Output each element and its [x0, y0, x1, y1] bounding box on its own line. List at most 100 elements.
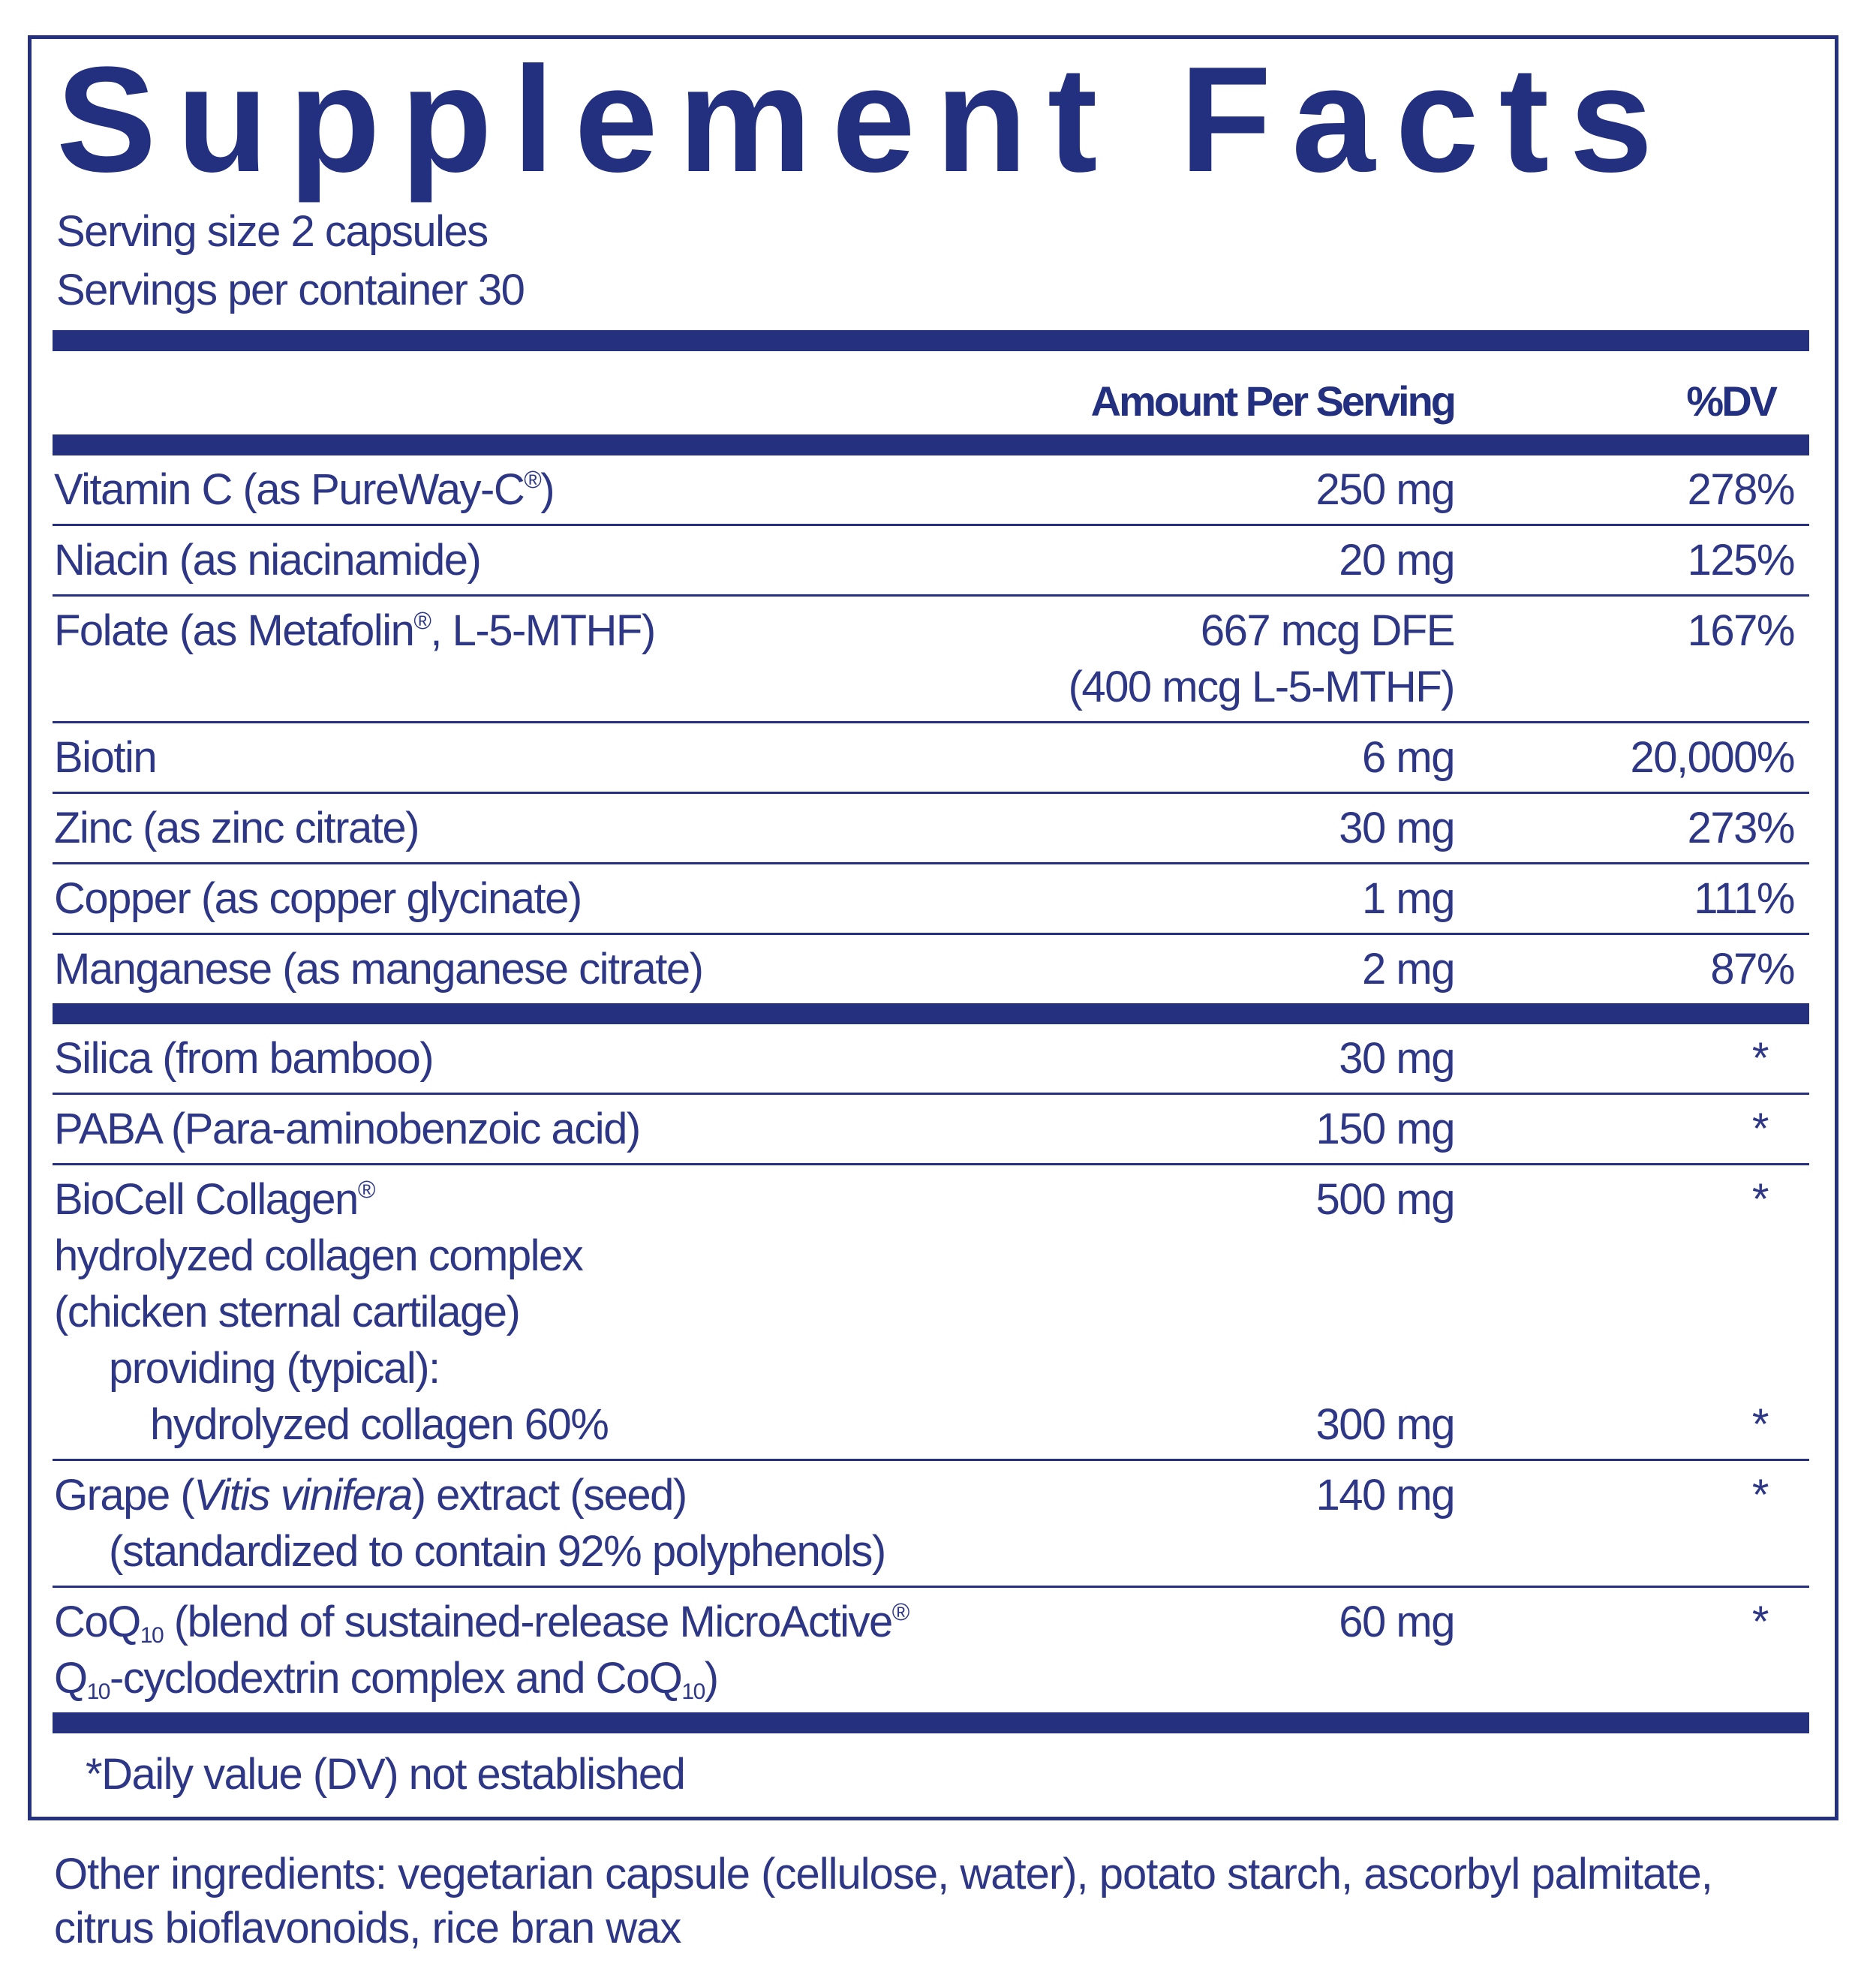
amount-per-serving: (400 mcg L-5-MTHF): [1068, 663, 1456, 711]
table-row: CoQ10 (blend of sustained-release MicroA…: [53, 1588, 1809, 1712]
nutrient-group-vitamins-minerals: Vitamin C (as PureWay-C®) 250 mg 278% Niaci…: [53, 455, 1809, 1003]
serving-size: Serving size 2 capsules: [56, 207, 489, 256]
ingredient-name: Vitamin C (as PureWay-C®): [54, 461, 555, 518]
name-segment: ) extract (seed): [411, 1471, 688, 1520]
ingredient-name: (standardized to contain 92% polyphenols…: [109, 1523, 886, 1580]
ingredient-name: Q10-cyclodextrin complex and CoQ10): [54, 1650, 719, 1706]
row-line: PABA (Para-aminobenzoic acid) 150 mg *: [53, 1101, 1809, 1157]
name-segment: Q: [54, 1654, 88, 1703]
name-segment: , L-5-MTHF): [430, 606, 656, 655]
panel-title: Supplement Facts: [56, 36, 1673, 203]
table-row: BioCell Collagen® 500 mg * hydrolyzed colla…: [53, 1165, 1809, 1461]
ingredient-name: Niacin (as niacinamide): [54, 532, 482, 588]
table-row: Vitamin C (as PureWay-C®) 250 mg 278%: [53, 455, 1809, 526]
name-segment: Zinc (as zinc citrate): [54, 804, 419, 852]
ingredient-name: PABA (Para-aminobenzoic acid): [54, 1101, 641, 1157]
row-line: Q10-cyclodextrin complex and CoQ10): [53, 1650, 1809, 1706]
nutrient-group-other: Silica (from bamboo) 30 mg * PABA (Para-ami…: [53, 1024, 1809, 1712]
row-line: hydrolyzed collagen complex: [53, 1228, 1809, 1284]
ingredient-name: Folate (as Metafolin®, L-5-MTHF): [54, 603, 656, 659]
table-header: Amount Per Serving %DV: [53, 351, 1809, 434]
daily-value: 125%: [1687, 536, 1796, 585]
serving-info: Serving size 2 capsules Servings per con…: [56, 203, 525, 320]
daily-value: 167%: [1687, 606, 1796, 655]
thick-rule: [53, 330, 1809, 351]
row-line: Manganese (as manganese citrate) 2 mg 87%: [53, 941, 1809, 997]
name-segment: ®: [413, 607, 431, 634]
row-line: CoQ10 (blend of sustained-release MicroA…: [53, 1594, 1809, 1650]
amount-per-serving: 1 mg: [1362, 874, 1455, 923]
name-segment: (blend of sustained-release MicroActive: [163, 1598, 893, 1646]
daily-value: 278%: [1687, 465, 1796, 514]
thick-rule: [53, 434, 1809, 455]
name-segment: PABA (Para-aminobenzoic acid): [54, 1105, 641, 1153]
amount-per-serving: 6 mg: [1362, 733, 1455, 782]
ingredient-name: CoQ10 (blend of sustained-release MicroA…: [54, 1594, 909, 1650]
row-line: providing (typical):: [53, 1340, 1809, 1396]
row-line: BioCell Collagen® 500 mg *: [53, 1171, 1809, 1228]
row-line: Silica (from bamboo) 30 mg *: [53, 1030, 1809, 1087]
thick-rule: [53, 1712, 1809, 1733]
table-row: Silica (from bamboo) 30 mg *: [53, 1024, 1809, 1095]
amount-per-serving: 250 mg: [1315, 465, 1456, 514]
servings-per-container: Servings per container 30: [56, 266, 525, 314]
row-line: Niacin (as niacinamide) 20 mg 125%: [53, 532, 1809, 588]
row-line: Folate (as Metafolin®, L-5-MTHF) 667 mcg …: [53, 603, 1809, 659]
name-segment: ): [704, 1654, 719, 1703]
daily-value: 20,000%: [1630, 733, 1796, 782]
amount-per-serving: 30 mg: [1339, 1034, 1455, 1083]
name-segment: Silica (from bamboo): [54, 1034, 434, 1083]
name-segment: Grape (: [54, 1471, 195, 1520]
header-amount: Amount Per Serving: [1090, 377, 1457, 425]
name-segment: 10: [86, 1679, 111, 1704]
daily-value: 273%: [1687, 804, 1796, 852]
ingredient-name: Manganese (as manganese citrate): [54, 941, 704, 997]
name-segment: Biotin: [54, 733, 158, 782]
ingredient-name: Zinc (as zinc citrate): [54, 800, 419, 856]
name-segment: Niacin (as niacinamide): [54, 536, 482, 585]
row-line: hydrolyzed collagen 60% 300 mg *: [53, 1396, 1809, 1453]
footnote: *Daily value (DV) not established: [86, 1750, 686, 1799]
name-segment: BioCell Collagen: [54, 1175, 359, 1224]
table-row: Biotin 6 mg 20,000%: [53, 723, 1809, 794]
row-line: Zinc (as zinc citrate) 30 mg 273%: [53, 800, 1809, 856]
other-ingredients: Other ingredients: vegetarian capsule (c…: [54, 1850, 1713, 1952]
row-line: (chicken sternal cartilage): [53, 1284, 1809, 1340]
daily-value: *: [1751, 1598, 1769, 1646]
name-segment: 10: [681, 1679, 705, 1704]
table-row: PABA (Para-aminobenzoic acid) 150 mg *: [53, 1095, 1809, 1165]
row-line: Biotin 6 mg 20,000%: [53, 729, 1809, 786]
ingredient-name: (chicken sternal cartilage): [54, 1284, 521, 1340]
name-segment: (standardized to contain 92% polyphenols…: [109, 1527, 886, 1576]
supplement-facts-panel: Supplement Facts Serving size 2 capsules…: [28, 35, 1838, 1820]
name-segment: hydrolyzed collagen 60%: [150, 1400, 609, 1449]
name-segment: Folate (as Metafolin: [54, 606, 415, 655]
amount-per-serving: 2 mg: [1362, 945, 1455, 994]
daily-value: *: [1751, 1400, 1769, 1449]
ingredient-name: hydrolyzed collagen 60%: [150, 1396, 609, 1453]
amount-per-serving: 30 mg: [1339, 804, 1455, 852]
name-segment: Manganese (as manganese citrate): [54, 945, 704, 994]
daily-value: 87%: [1710, 945, 1795, 994]
amount-per-serving: 500 mg: [1315, 1175, 1456, 1224]
name-segment: -cyclodextrin complex and CoQ: [110, 1654, 683, 1703]
facts-table: Amount Per Serving %DV Vitamin C (as Pur…: [53, 330, 1809, 1808]
daily-value: *: [1751, 1175, 1769, 1224]
amount-per-serving: 667 mcg DFE: [1200, 606, 1456, 655]
name-segment: Vitamin C (as PureWay-C: [54, 465, 525, 514]
name-segment: 10: [140, 1623, 164, 1648]
ingredient-name: BioCell Collagen®: [54, 1171, 376, 1228]
thick-rule: [53, 1003, 1809, 1024]
ingredient-name: Grape (Vitis vinifera) extract (seed): [54, 1467, 687, 1523]
row-line: (standardized to contain 92% polyphenols…: [53, 1523, 1809, 1580]
amount-per-serving: 60 mg: [1339, 1598, 1455, 1646]
daily-value: *: [1751, 1034, 1769, 1083]
name-segment: providing (typical):: [109, 1344, 440, 1393]
row-line: (400 mcg L-5-MTHF): [53, 659, 1809, 715]
ingredient-name: providing (typical):: [109, 1340, 440, 1396]
row-line: Copper (as copper glycinate) 1 mg 111%: [53, 870, 1809, 927]
name-segment: ®: [357, 1176, 376, 1203]
table-row: Zinc (as zinc citrate) 30 mg 273%: [53, 794, 1809, 864]
name-segment: Copper (as copper glycinate): [54, 874, 582, 923]
header-dv: %DV: [1686, 377, 1778, 425]
